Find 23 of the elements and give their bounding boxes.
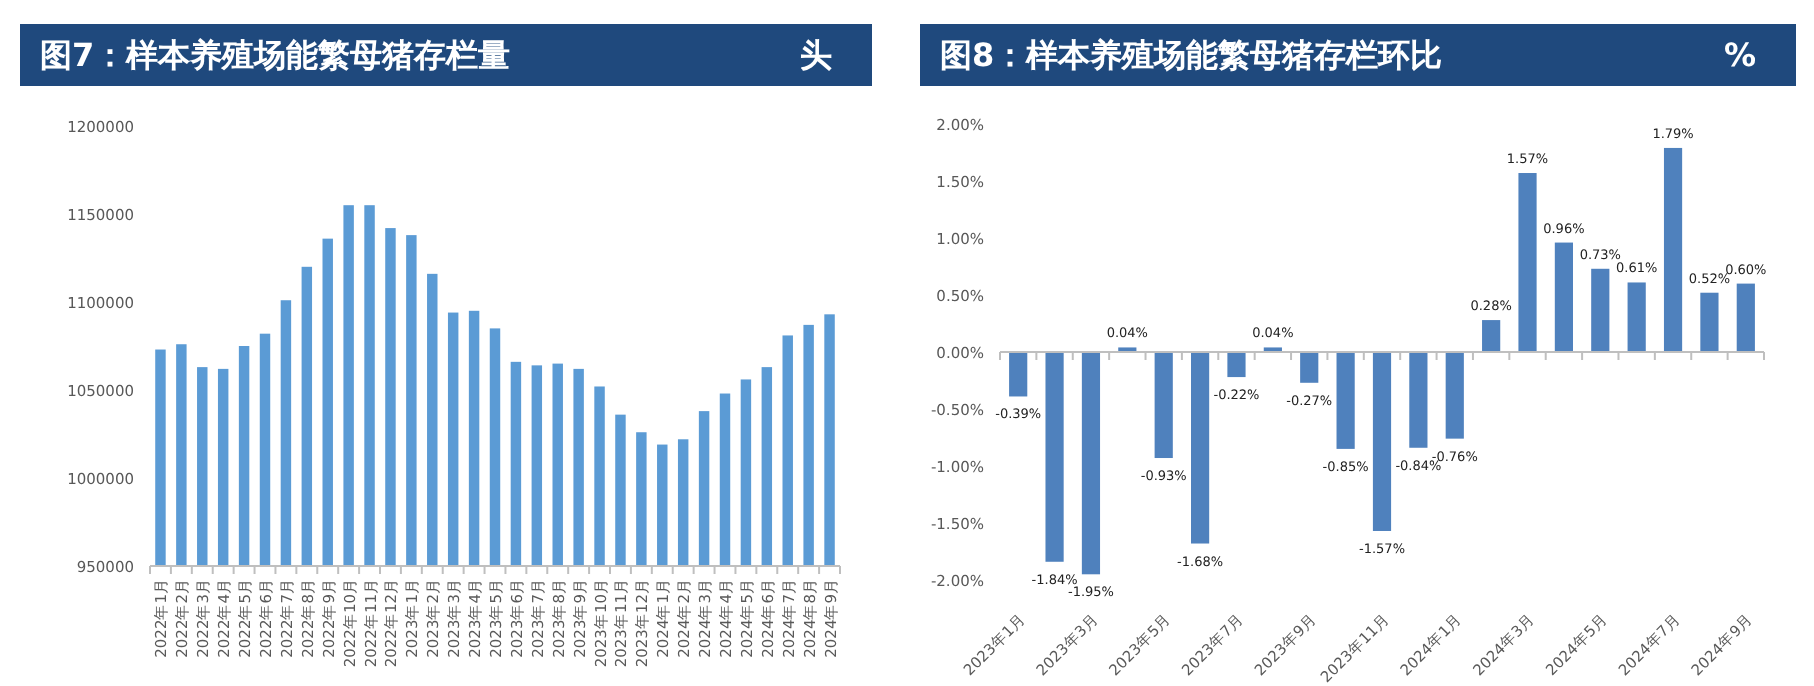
bar — [1591, 268, 1610, 352]
chart-title: 图8：样本养殖场能繁母猪存栏环比 — [940, 36, 1443, 74]
bar — [1700, 292, 1719, 352]
bar — [1081, 352, 1101, 575]
bar — [1409, 352, 1428, 448]
bar — [1372, 352, 1392, 531]
bar — [1445, 352, 1464, 439]
bar — [1336, 352, 1355, 449]
bar — [1736, 283, 1755, 352]
bar — [1154, 352, 1173, 459]
bar — [1300, 352, 1319, 383]
bar — [1009, 352, 1028, 397]
bar — [1518, 173, 1537, 352]
bar — [1045, 352, 1064, 562]
bar — [1482, 320, 1501, 352]
chart-subtitle: 头 — [800, 36, 832, 74]
bar — [1554, 242, 1573, 352]
bar — [1627, 282, 1646, 352]
chart-subtitle: % — [1723, 36, 1756, 74]
bar — [1663, 147, 1683, 352]
bar — [1227, 352, 1246, 378]
bar — [1191, 352, 1210, 544]
chart-title: 图7：样本养殖场能繁母猪存栏量 — [40, 36, 511, 74]
